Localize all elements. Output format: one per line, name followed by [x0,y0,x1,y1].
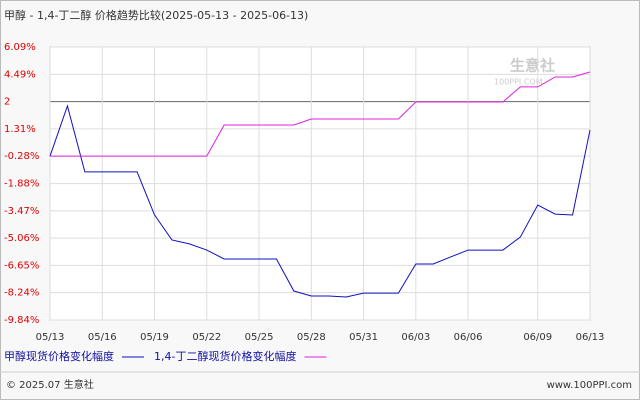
y-tick-label: 6.09% [4,42,36,53]
y-tick-label: -9.84% [4,315,39,326]
x-tick-label: 06/06 [454,332,483,343]
footer-left: © 2025.07 生意社 [6,378,94,391]
y-tick-label: -5.06% [4,233,39,244]
x-tick-label: 05/16 [88,332,117,343]
x-tick-label: 05/28 [297,332,326,343]
x-tick-label: 05/22 [192,332,221,343]
legend-label: 1,4-丁二醇现货价格变化幅度 [154,349,296,363]
y-tick-label: 2 [4,97,10,108]
series-line [50,71,591,157]
x-tick-label: 06/03 [401,332,430,343]
watermark-sub: 100PPI.COM [494,78,543,87]
y-tick-label: -3.47% [4,206,39,217]
legend-label: 甲醇现货价格变化幅度 [4,349,114,363]
y-tick-label: -8.24% [4,288,39,299]
y-tick-label: 1.31% [4,124,36,135]
y-tick-label: -1.88% [4,179,39,190]
footer-right: www.100PPI.com [547,380,632,391]
x-tick-label: 05/19 [140,332,169,343]
y-tick-label: -0.28% [4,151,39,162]
x-tick-label: 05/25 [245,332,274,343]
x-tick-label: 05/13 [36,332,65,343]
x-tick-label: 06/13 [576,332,605,343]
watermark: 生意社 [510,57,555,75]
series-line [49,104,591,298]
y-tick-label: -6.65% [4,260,39,271]
chart-title: 甲醇 - 1,4-丁二醇 价格趋势比较(2025-05-13 - 2025-06… [4,8,308,22]
x-tick-label: 06/09 [523,332,552,343]
x-tick-label: 05/31 [349,332,378,343]
y-tick-label: 4.49% [4,69,36,80]
